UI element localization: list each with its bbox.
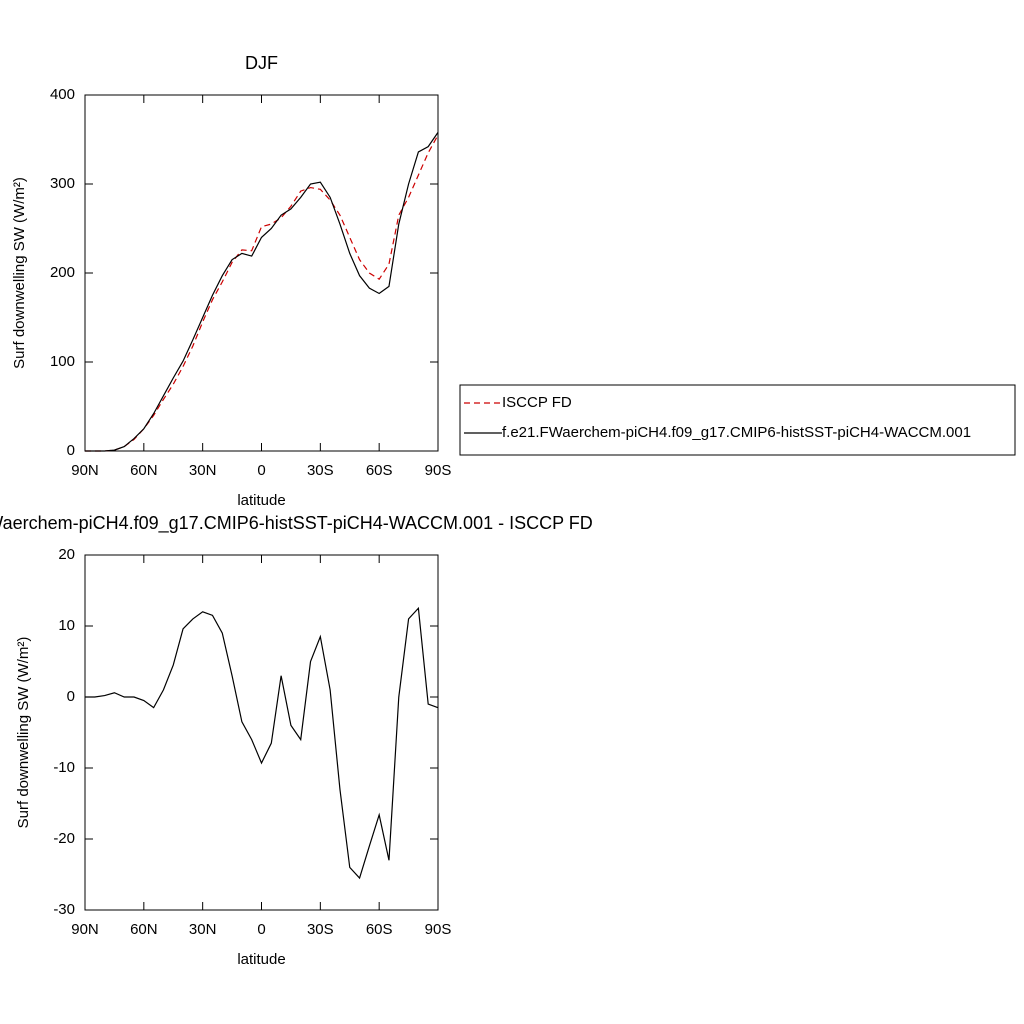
- chart-title: f.e21.FWaerchem-piCH4.f09_g17.CMIP6-hist…: [0, 513, 593, 534]
- plot-frame: [84, 554, 439, 911]
- chart-title: DJF: [245, 53, 278, 73]
- x-tick-label: 30N: [189, 462, 217, 479]
- legend-label: ISCCP FD: [502, 394, 572, 411]
- series-line: [85, 132, 439, 452]
- y-tick-label: 300: [50, 175, 75, 192]
- x-tick-label: 30S: [307, 921, 334, 938]
- x-tick-label: 60N: [130, 921, 158, 938]
- series-line: [85, 134, 439, 452]
- y-tick-label: -30: [53, 901, 75, 918]
- y-tick-label: 10: [58, 617, 75, 634]
- x-tick-label: 90S: [425, 921, 452, 938]
- x-tick-label: 90N: [71, 462, 99, 479]
- x-tick-label: 0: [257, 921, 265, 938]
- x-tick-label: 60S: [366, 921, 393, 938]
- series-line: [85, 606, 439, 880]
- y-axis-label: Surf downwelling SW (W/m²): [15, 637, 32, 829]
- x-tick-label: 60S: [366, 462, 393, 479]
- y-axis-label: Surf downwelling SW (W/m²): [11, 177, 28, 369]
- y-tick-label: -10: [53, 759, 75, 776]
- y-tick-label: 100: [50, 353, 75, 370]
- y-tick-label: -20: [53, 830, 75, 847]
- x-tick-label: 90N: [71, 921, 99, 938]
- x-tick-label: 0: [257, 462, 265, 479]
- y-tick-label: 20: [58, 546, 75, 563]
- y-tick-label: 200: [50, 264, 75, 281]
- y-tick-label: 400: [50, 86, 75, 103]
- plot-frame: [84, 94, 439, 452]
- y-tick-label: 0: [67, 442, 75, 459]
- x-tick-label: 60N: [130, 462, 158, 479]
- x-axis-label: latitude: [237, 492, 285, 509]
- x-tick-label: 30S: [307, 462, 334, 479]
- x-tick-label: 30N: [189, 921, 217, 938]
- legend-box: [459, 384, 1016, 456]
- x-axis-label: latitude: [237, 951, 285, 968]
- x-tick-label: 90S: [425, 462, 452, 479]
- y-tick-label: 0: [67, 688, 75, 705]
- legend-label: f.e21.FWaerchem-piCH4.f09_g17.CMIP6-hist…: [502, 424, 971, 441]
